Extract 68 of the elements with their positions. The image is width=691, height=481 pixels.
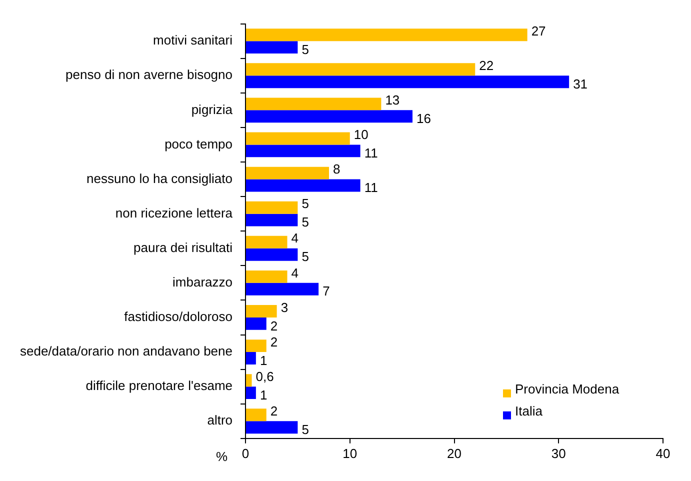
data-label: 11 [364, 180, 378, 196]
y-tick-label: paura dei risultati [134, 240, 233, 255]
bar [246, 132, 350, 145]
bar [246, 282, 319, 296]
data-label: 2 [270, 318, 278, 334]
data-label: 16 [416, 110, 431, 126]
x-tick-label: 20 [447, 446, 462, 461]
bar [246, 386, 256, 400]
bar [246, 179, 360, 192]
bar [246, 76, 570, 88]
data-label: 4 [291, 265, 298, 280]
legend-label: Provincia Modena [515, 381, 620, 396]
data-label: 22 [479, 58, 494, 73]
y-tick-label: sede/data/orario non andavano bene [20, 344, 233, 359]
bar [246, 305, 277, 318]
data-label: 11 [364, 146, 378, 161]
data-label: 10 [354, 127, 368, 142]
y-tick-label: nessuno lo ha consigliato [86, 170, 233, 186]
data-label: 4 [291, 230, 298, 246]
data-label: 1 [260, 352, 268, 368]
bar [246, 201, 298, 214]
bar [246, 352, 256, 364]
data-label: 27 [531, 23, 546, 38]
y-tick-label: difficile prenotare l'esame [86, 378, 233, 394]
bar [246, 110, 413, 123]
y-tick-label: poco tempo [164, 136, 233, 152]
y-tick-label: fastidioso/doloroso [124, 309, 233, 324]
data-label: 5 [302, 422, 309, 437]
bar [246, 236, 288, 248]
data-label: 5 [302, 249, 309, 264]
data-label: 8 [333, 162, 340, 177]
bar [246, 166, 330, 180]
bar [246, 340, 266, 352]
bar [246, 63, 476, 76]
data-label: 31 [573, 76, 588, 92]
data-label: 7 [322, 284, 330, 299]
y-tick-label: pigrizia [191, 102, 234, 117]
y-tick-label: motivi sanitari [153, 32, 233, 48]
x-tick-label: 0 [242, 446, 250, 461]
bar [246, 421, 298, 434]
y-tick-label: penso di non averne bisogno [66, 67, 233, 82]
y-tick-label: altro [207, 412, 233, 428]
bar [246, 41, 298, 54]
data-label: 2 [270, 403, 278, 418]
bar [246, 317, 266, 330]
bar [246, 270, 288, 283]
bar [246, 408, 266, 422]
bar [246, 214, 298, 226]
legend-label: Italia [515, 403, 544, 418]
data-label: 5 [302, 214, 309, 230]
x-tick-label: 10 [342, 446, 358, 461]
y-tick-label: non ricezione lettera [115, 205, 234, 220]
data-label: 0,6 [256, 368, 274, 384]
x-tick-label: 40 [656, 446, 670, 461]
x-axis-title: % [216, 449, 228, 464]
x-tick-label: 30 [551, 446, 566, 461]
bar [246, 248, 298, 261]
data-label: 1 [260, 387, 268, 402]
bar [246, 98, 382, 110]
bar [246, 28, 528, 42]
bar [246, 374, 252, 387]
data-label: 3 [280, 300, 288, 315]
y-tick-label: imbarazzo [172, 274, 233, 290]
data-label: 5 [302, 42, 309, 57]
data-label: 13 [385, 92, 400, 108]
data-label: 2 [270, 334, 278, 350]
data-label: 5 [302, 196, 309, 212]
bar [246, 144, 360, 158]
